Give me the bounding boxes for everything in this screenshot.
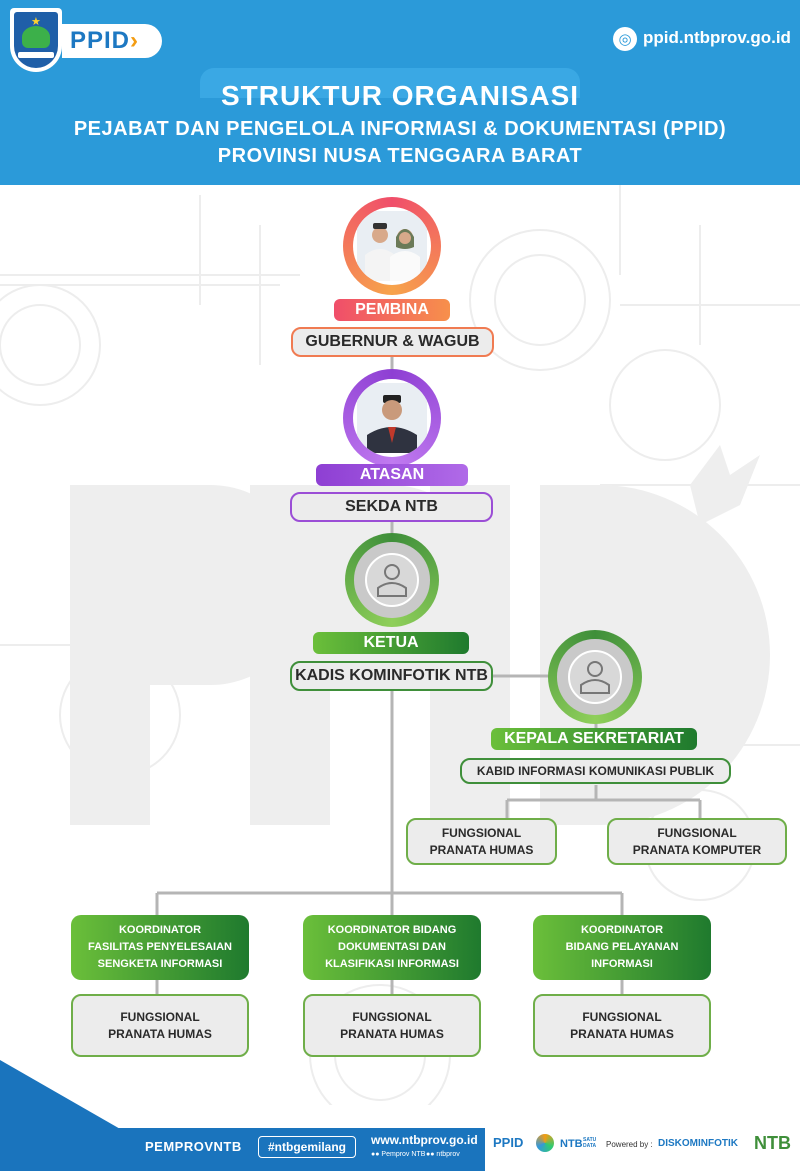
atasan-role-label: ATASAN bbox=[316, 464, 468, 486]
page-title: STRUKTUR ORGANISASI bbox=[220, 80, 580, 111]
globe-icon: ◎ bbox=[613, 27, 637, 51]
pembina-role-label: PEMBINA bbox=[334, 299, 450, 321]
footer-social-facebook-youtube: ●● Pemprov NTB bbox=[371, 1151, 426, 1158]
koordinator-box: KOORDINATOR BIDANG PELAYANAN INFORMASI bbox=[533, 915, 711, 980]
ketua-role-label: KETUA bbox=[313, 632, 469, 654]
koordinator-staff-box: FUNGSIONAL PRANATA HUMAS bbox=[533, 994, 711, 1057]
koordinator-staff-box: FUNGSIONAL PRANATA HUMAS bbox=[71, 994, 249, 1057]
footer-website[interactable]: www.ntbprov.go.id bbox=[371, 1133, 478, 1147]
ppid-logo: PPID › bbox=[62, 24, 162, 58]
kepala-sekretariat-role-label: KEPALA SEKRETARIAT bbox=[491, 728, 697, 750]
ntb-province-emblem-icon: ★ bbox=[10, 8, 62, 72]
kepala-sekretariat-name: KABID INFORMASI KOMUNIKASI PUBLIK bbox=[460, 758, 731, 784]
governor-portrait-icon bbox=[356, 210, 427, 281]
atasan-name: SEKDA NTB bbox=[290, 492, 493, 522]
header-tab-shape bbox=[200, 68, 580, 98]
footer-ppid-logo: PPID bbox=[493, 1135, 524, 1150]
ntb-gemilang-logo-icon bbox=[536, 1134, 554, 1152]
footer-satu-data-label: SATU DATA bbox=[583, 1137, 597, 1149]
site-url[interactable]: ppid.ntbprov.go.id bbox=[643, 28, 791, 47]
pembina-photo bbox=[343, 197, 441, 295]
ketua-name: KADIS KOMINFOTIK NTB bbox=[290, 661, 493, 691]
koordinator-box: KOORDINATOR FASILITAS PENYELESAIAN SENGKET… bbox=[71, 915, 249, 980]
social-icons: ●● bbox=[426, 1151, 435, 1158]
ketua-photo bbox=[345, 533, 439, 627]
page-subtitle: PEJABAT DAN PENGELOLA INFORMASI & DOKUME… bbox=[73, 118, 727, 140]
pembina-name: GUBERNUR & WAGUB bbox=[291, 327, 494, 357]
koordinator-staff-box: FUNGSIONAL PRANATA HUMAS bbox=[303, 994, 481, 1057]
page-subtitle-province: PROVINSI NUSA TENGGARA BARAT bbox=[217, 145, 583, 167]
footer-diskominfotik-logo: DISKOMINFOTIK bbox=[658, 1138, 738, 1149]
atasan-photo bbox=[343, 369, 441, 467]
social-icons: ●● bbox=[371, 1151, 380, 1158]
footer-ntb-satu-data-logo: NTB bbox=[560, 1138, 583, 1150]
footer-social-instagram-twitter: ●● ntbprov bbox=[426, 1151, 460, 1158]
footer-powered-by: Powered by : bbox=[606, 1140, 653, 1149]
koordinator-box: KOORDINATOR BIDANG DOKUMENTASI DAN KLASIFI… bbox=[303, 915, 481, 980]
sekretariat-staff-box: FUNGSIONAL PRANATA KOMPUTER bbox=[607, 818, 787, 865]
footer-ntb-logo: NTB bbox=[754, 1133, 791, 1153]
header-banner: ★ PPID › ◎ ppid.ntbprov.go.id STRUKTUR OR… bbox=[0, 0, 800, 185]
sekretariat-staff-box: FUNGSIONAL PRANATA HUMAS bbox=[406, 818, 557, 865]
footer-hashtag: #ntbgemilang bbox=[258, 1136, 356, 1158]
footer-pemprov: PEMPROVNTB bbox=[145, 1139, 242, 1154]
user-placeholder-icon bbox=[568, 650, 622, 704]
user-placeholder-icon bbox=[365, 553, 419, 607]
sekda-portrait-icon bbox=[356, 382, 427, 453]
kepala-sekretariat-photo bbox=[548, 630, 642, 724]
